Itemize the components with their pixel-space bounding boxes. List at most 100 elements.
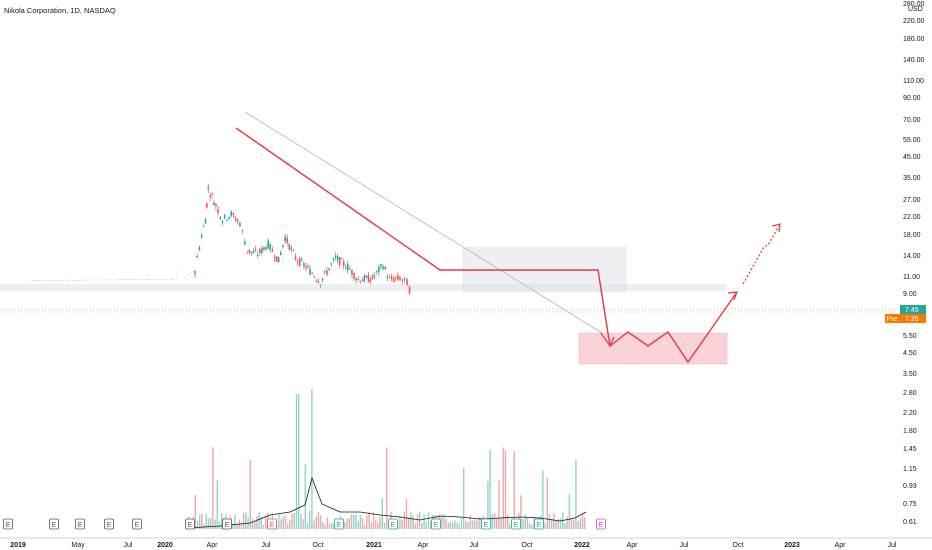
volume-bar xyxy=(295,394,298,529)
volume-bar xyxy=(298,394,300,529)
volume-bar xyxy=(557,518,559,529)
candle-body xyxy=(334,255,337,258)
volume-bar xyxy=(260,516,262,529)
volume-bar xyxy=(581,514,584,529)
x-tick-label: Apr xyxy=(207,542,219,549)
candle-body xyxy=(232,213,235,215)
earnings-event-icon[interactable] xyxy=(431,518,441,530)
earnings-event-label: E xyxy=(434,522,439,529)
candle-body xyxy=(401,279,404,281)
target-zone xyxy=(578,332,728,365)
earnings-event-icon[interactable] xyxy=(511,518,521,530)
candle-body xyxy=(332,258,335,260)
x-tick-label: Oct xyxy=(313,542,324,549)
x-tick-label: Apr xyxy=(835,542,847,549)
volume-bar xyxy=(410,511,412,529)
pre-market-label: Pre xyxy=(887,316,898,323)
earnings-event-icon[interactable] xyxy=(334,518,344,530)
y-tick-label: 110.00 xyxy=(903,78,924,85)
candle-body xyxy=(380,264,382,267)
earnings-event-icon[interactable] xyxy=(132,518,142,530)
volume-bar xyxy=(280,519,282,529)
volume-bar xyxy=(386,447,388,529)
earnings-event-label: E xyxy=(78,522,83,529)
candle-body xyxy=(246,251,249,253)
volume-bar xyxy=(445,518,447,529)
volume-bar xyxy=(443,514,445,529)
volume-bar xyxy=(579,518,581,529)
earnings-event-icon[interactable] xyxy=(3,518,13,530)
volume-bar xyxy=(265,515,267,529)
candle-body xyxy=(271,249,274,252)
volume-bar xyxy=(526,517,529,529)
candle-body xyxy=(292,250,295,251)
candle-body xyxy=(244,241,246,245)
y-tick-label: 35.00 xyxy=(903,175,921,182)
volume-bar xyxy=(377,522,379,529)
y-tick-label: 14.00 xyxy=(903,253,921,260)
earnings-event-label: E xyxy=(514,522,519,529)
pre-market-badge xyxy=(885,314,900,323)
candle-body xyxy=(252,251,255,254)
candle-body xyxy=(223,214,226,218)
earnings-event-icon[interactable] xyxy=(388,518,398,530)
volume-bar xyxy=(498,480,500,529)
candle-body xyxy=(395,277,397,279)
earnings-event-icon[interactable] xyxy=(104,518,114,530)
candle-body xyxy=(290,247,293,250)
volume-bar xyxy=(577,521,579,529)
volume-bar xyxy=(575,459,577,529)
candle-body xyxy=(273,257,276,259)
earnings-event-icon[interactable] xyxy=(75,518,85,530)
projection-dotted xyxy=(742,225,780,285)
candle-body xyxy=(326,270,328,275)
volume-bar xyxy=(573,520,575,529)
x-tick-label: Apr xyxy=(418,542,430,549)
earnings-event-icon[interactable] xyxy=(596,518,606,530)
volume-bar xyxy=(333,523,335,529)
volume-bar xyxy=(355,514,357,529)
candle-body xyxy=(236,219,239,222)
volume-bar xyxy=(196,520,199,529)
volume-bar xyxy=(478,517,480,529)
earnings-event-icon[interactable] xyxy=(185,518,195,530)
volume-bar xyxy=(317,511,320,529)
volume-bar xyxy=(324,524,326,529)
volume-bar xyxy=(359,515,361,529)
candle-body xyxy=(403,277,406,280)
candle-body xyxy=(194,271,196,274)
volume-bar xyxy=(372,512,375,529)
volume-bar xyxy=(474,519,476,529)
y-tick-label: 0.93 xyxy=(903,483,917,490)
volume-bar xyxy=(309,511,311,529)
volume-bar xyxy=(205,513,207,529)
candle-body xyxy=(384,267,386,270)
chart-title: Nikola Corporation, 1D, NASDAQ xyxy=(4,6,116,15)
earnings-event-icon[interactable] xyxy=(49,518,59,530)
volume-bar xyxy=(236,524,238,529)
volume-bar xyxy=(364,524,366,529)
volume-bar xyxy=(423,513,425,529)
earnings-event-icon[interactable] xyxy=(481,518,491,530)
earnings-event-label: E xyxy=(391,522,396,529)
volume-bar xyxy=(344,521,346,529)
candle-body xyxy=(336,256,339,261)
candle-body xyxy=(267,240,269,249)
candle-body xyxy=(338,257,341,266)
volume-bar xyxy=(509,523,511,529)
volume-bar xyxy=(441,515,443,529)
candle-body xyxy=(359,281,362,283)
volume-bar xyxy=(471,520,474,529)
arrow-head-down xyxy=(600,332,615,348)
volume-bar xyxy=(302,519,304,529)
y-tick-label: 0.75 xyxy=(903,501,917,508)
earnings-event-label: E xyxy=(52,522,57,529)
earnings-event-icon[interactable] xyxy=(222,518,232,530)
volume-bar xyxy=(293,513,295,529)
candle-body xyxy=(303,263,305,267)
volume-bar xyxy=(331,523,333,529)
earnings-event-icon[interactable] xyxy=(534,518,544,530)
candle-body xyxy=(349,268,351,270)
earnings-event-icon[interactable] xyxy=(267,518,277,530)
